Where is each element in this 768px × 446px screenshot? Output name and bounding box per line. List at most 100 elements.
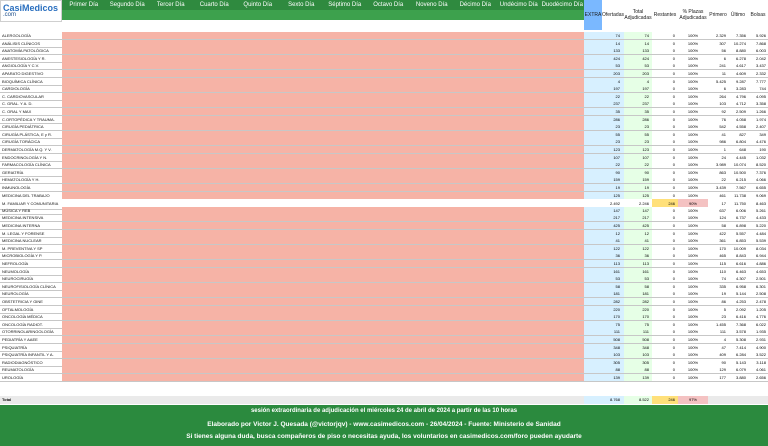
bolsas-value: 1.032 <box>748 153 768 161</box>
row-divider <box>0 381 768 382</box>
ofertadas-value: 90 <box>584 168 624 176</box>
adjudicadas-value: 53 <box>624 62 652 70</box>
ofertadas-value: 22 <box>584 161 624 169</box>
adjudicadas-value: 107 <box>624 153 652 161</box>
pct-value: 100% <box>678 336 708 343</box>
restantes-value: 0 <box>652 275 678 283</box>
specialty-name: MEDICINA INTENSIVA <box>2 215 44 221</box>
ultimo-value: 7.414 <box>728 343 748 351</box>
daily-grid <box>62 244 584 252</box>
table-row: C.ORTOPÉDICA Y TRAUMA. 286 286 0 100% 76 4.058… <box>0 115 768 123</box>
ofertadas-value: 220 <box>584 305 624 313</box>
bolsas-value: 4.900 <box>748 343 768 351</box>
ofertadas-value: 147 <box>584 206 624 214</box>
specialty-name: DERMATOLOGÍA M.Q. Y V. <box>2 147 52 152</box>
ultimo-value: 827 <box>728 130 748 138</box>
row-divider <box>0 251 768 253</box>
row-divider <box>0 115 768 116</box>
ofertadas-header: Ofertadas <box>602 0 624 30</box>
restantes-value: 0 <box>652 214 678 222</box>
row-divider <box>0 289 768 291</box>
ofertadas-value: 4 <box>584 77 624 85</box>
restantes-value: 0 <box>652 374 678 381</box>
daily-grid <box>62 176 584 184</box>
specialty-name: ANATOMÍA PATOLÓGICA <box>2 48 49 54</box>
extra-header: EXTRA <box>584 0 602 30</box>
ofertadas-value: 161 <box>584 267 624 275</box>
table-row: CIRUGÍA PLÁSTICA, E y R. 55 55 0 100% 41 827 34… <box>0 130 768 138</box>
primero-value: 22 <box>708 176 728 184</box>
day-header-6: Sexto Día <box>279 0 324 10</box>
restantes-value: 0 <box>652 206 678 214</box>
ofertadas-value: 111 <box>584 328 624 336</box>
daily-grid <box>62 351 584 359</box>
bolsas-value: 4.061 <box>748 366 768 374</box>
table-row: PSIQUIATRÍA 348 348 0 100% 47 7.414 4.900 <box>0 343 768 351</box>
primero-value: 11 <box>708 70 728 77</box>
specialty-name: MICROBIOLOGÍA Y P. <box>2 253 43 259</box>
primero-value: 86 <box>708 298 728 305</box>
total-label: Total <box>2 397 12 402</box>
primero-value: 3.989 <box>708 161 728 169</box>
ofertadas-value: 305 <box>584 358 624 366</box>
table-row: ANÁLISIS CLÍNICOS 14 14 0 100% 307 10.274 7.868 <box>0 39 768 47</box>
specialty-name: REUMATOLOGÍA <box>2 367 34 373</box>
ultimo-value: 6.616 <box>728 260 748 267</box>
restantes-value: 0 <box>652 351 678 359</box>
daily-grid <box>62 115 584 123</box>
bolsas-value: 2.332 <box>748 70 768 77</box>
ofertadas-value: 425 <box>584 222 624 229</box>
daily-grid <box>62 70 584 77</box>
total-adjudicadas: 8.522 <box>624 396 652 404</box>
table-row: CIRUGÍA TORÁCICA 23 23 0 100% 986 6.804 4.476 <box>0 138 768 146</box>
primero-value: 1.455 <box>708 320 728 328</box>
restantes-value: 0 <box>652 298 678 305</box>
specialty-name: APARATO DIGESTIVO <box>2 71 44 76</box>
total-row: Total 8.768 8.522 246 97% <box>0 396 768 404</box>
restantes-value: 0 <box>652 115 678 123</box>
ultimo-value: 3.578 <box>728 328 748 336</box>
restantes-value: 0 <box>652 229 678 237</box>
bolsas-value: 3.118 <box>748 358 768 366</box>
ultimo-value: 4.445 <box>728 153 748 161</box>
ofertadas-value: 508 <box>584 336 624 343</box>
specialty-name: M. LEGAL Y FORENSE <box>2 230 45 236</box>
pct-value: 100% <box>678 214 708 222</box>
bolsas-value: 190 <box>748 146 768 153</box>
ofertadas-value: 125 <box>584 191 624 199</box>
footer-line-3: Si tienes alguna duda, busca compañeros … <box>186 433 582 440</box>
specialty-name: NEFROLOGÍA <box>2 261 29 266</box>
daily-grid <box>62 320 584 328</box>
row-divider <box>0 160 768 162</box>
specialty-name: NEUROFISIOLOGÍA CLÍNICA <box>2 283 56 289</box>
adjudicadas-value: 217 <box>624 214 652 222</box>
table-row: M. PREVENTIVA Y SP 122 122 0 100% 170 10.009 8.… <box>0 244 768 252</box>
restantes-value: 0 <box>652 168 678 176</box>
bolsas-value: 4.066 <box>748 176 768 184</box>
pct-value: 100% <box>678 298 708 305</box>
primero-value: 637 <box>708 206 728 214</box>
pct-value: 100% <box>678 260 708 267</box>
ofertadas-value: 36 <box>584 252 624 260</box>
row-divider <box>0 343 768 344</box>
row-divider <box>0 99 768 101</box>
ultimo-header: Último <box>728 0 748 30</box>
row-divider <box>0 335 768 337</box>
ofertadas-value: 55 <box>584 130 624 138</box>
day-header-8: Octavo Día <box>366 0 411 10</box>
ultimo-value: 4.712 <box>728 100 748 108</box>
day-header-4: Cuarto Día <box>192 0 237 10</box>
pct-value: 100% <box>678 100 708 108</box>
daily-grid <box>62 153 584 161</box>
pct-header: % Plazas Adjudicadas <box>678 0 708 30</box>
ultimo-value: 6.853 <box>728 237 748 245</box>
bolsas-value: 1.205 <box>748 305 768 313</box>
row-divider <box>0 365 768 367</box>
ultimo-value: 6.284 <box>728 351 748 359</box>
row-divider <box>0 145 768 147</box>
ultimo-value: 3.880 <box>728 374 748 381</box>
adjudicadas-value: 55 <box>624 130 652 138</box>
row-divider <box>0 54 768 56</box>
pct-value: 100% <box>678 191 708 199</box>
restantes-value: 0 <box>652 267 678 275</box>
